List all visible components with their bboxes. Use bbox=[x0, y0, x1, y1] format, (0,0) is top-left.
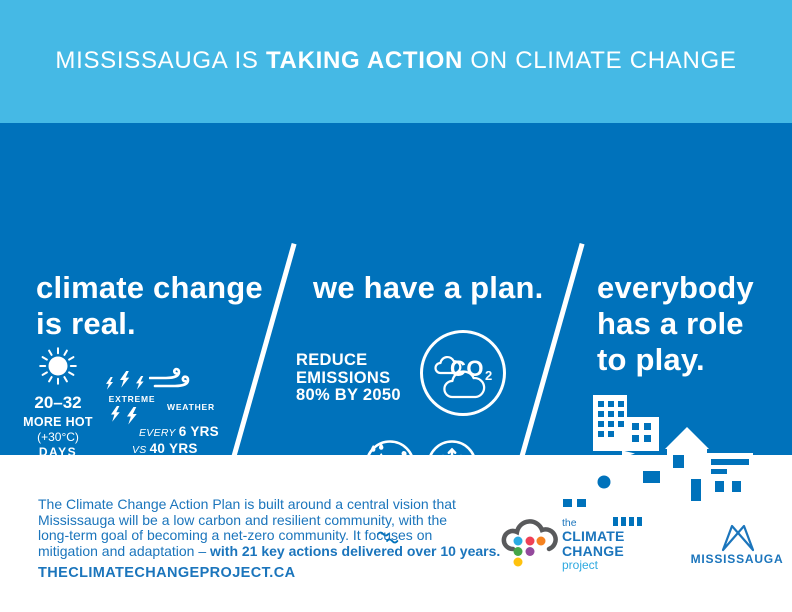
extreme-frequency-now: EVERY 6 YRS bbox=[139, 423, 219, 441]
ccp-change: CHANGE bbox=[562, 542, 624, 559]
website-url: THECLIMATECHANGEPROJECT.CA bbox=[38, 565, 296, 581]
banner-title-suffix: ON CLIMATE CHANGE bbox=[463, 47, 737, 74]
reduce-line2: EMISSIONS bbox=[296, 368, 391, 387]
paragraph-line2: Mississauga will be a low carbon and res… bbox=[38, 511, 448, 528]
rain-amount: 70mm bbox=[29, 493, 83, 513]
reduce-line3: 80% BY 2050 bbox=[296, 386, 401, 404]
hot-days-label1: MORE HOT bbox=[23, 415, 93, 429]
vs-value: 40 YRS bbox=[149, 441, 198, 456]
dot-red bbox=[525, 536, 535, 546]
paragraph-line4-regular: mitigation and adaptation – bbox=[38, 542, 211, 559]
weather-label: WEATHER bbox=[167, 402, 215, 412]
dot-blue bbox=[513, 536, 523, 546]
vs-label: VS bbox=[132, 444, 147, 456]
paragraph-line4: mitigation and adaptation – with 21 key … bbox=[38, 542, 501, 560]
heading-role-line3: to play. bbox=[597, 342, 705, 377]
lightning-bolts-small-icon bbox=[111, 406, 137, 425]
build-line2: RESILIENCE bbox=[296, 476, 384, 492]
years-unit: YRS bbox=[167, 528, 192, 540]
co2-text: CO bbox=[450, 356, 484, 381]
paragraph-line4-bold: with 21 key actions delivered over 10 ye… bbox=[210, 542, 501, 559]
extreme-label: EXTREME bbox=[108, 394, 156, 404]
every-label: EVERY bbox=[139, 427, 176, 439]
dot-orange bbox=[536, 536, 546, 546]
dot-purple bbox=[525, 547, 535, 556]
banner-title: MISSISSAUGA IS TAKING ACTION ON CLIMATE … bbox=[0, 47, 792, 75]
city-skyline-icon bbox=[555, 395, 753, 537]
paragraph-line3: long-term goal of becoming a net-zero co… bbox=[38, 527, 433, 544]
wind-swirl-icon bbox=[149, 367, 190, 388]
rain-label1: MORE bbox=[32, 515, 80, 532]
thermometer-icon bbox=[114, 479, 133, 537]
rain-cloud-icon bbox=[40, 455, 70, 488]
hot-days-label3: DAYS bbox=[38, 445, 78, 459]
build-line3: TO CLIMATE bbox=[296, 492, 384, 508]
heading-plan-line: we have a plan. bbox=[313, 270, 544, 305]
snowflake-circle-icon bbox=[427, 440, 477, 490]
heading-climate-real-line1: climate change bbox=[36, 270, 263, 305]
extreme-frequency-past: VS 40 YRS bbox=[132, 440, 198, 458]
every-value: 6 YRS bbox=[178, 424, 219, 439]
temperature-years: 60 YRS bbox=[141, 520, 203, 543]
co2-emissions-icon bbox=[420, 330, 506, 416]
stat-rain: 70mm MORE RAIN/YEAR bbox=[14, 454, 98, 545]
paragraph-line1: The Climate Change Action Plan is built … bbox=[38, 496, 456, 512]
hot-days-label2: (+30°C) bbox=[37, 430, 79, 444]
top-banner: MISSISSAUGA IS TAKING ACTION ON CLIMATE … bbox=[0, 0, 792, 123]
dot-green bbox=[513, 547, 523, 556]
co2-label: CO2 bbox=[450, 356, 493, 383]
stat-temperature: +1°C OVER LAST 60 YRS bbox=[141, 478, 203, 543]
temperature-label: OVER LAST bbox=[141, 508, 204, 519]
reduce-line1: REDUCE bbox=[296, 351, 368, 369]
climate-project-wordmark: the CLIMATE CHANGE project bbox=[562, 518, 625, 572]
rain-label2: RAIN/YEAR bbox=[23, 533, 89, 545]
lightning-bolts-icon bbox=[106, 371, 144, 390]
storm-wind-circle-icon bbox=[365, 440, 415, 490]
mississauga-wordmark: MISSISSAUGA bbox=[690, 552, 784, 566]
climate-project-cloud-logo bbox=[501, 519, 558, 567]
hot-days-range: 20–32 bbox=[34, 393, 82, 412]
heading-plan: we have a plan. bbox=[313, 270, 543, 306]
footer-paragraph: The Climate Change Action Plan is built … bbox=[38, 496, 501, 560]
heading-role-line2: has a role bbox=[597, 306, 744, 341]
climate-events-icons bbox=[365, 440, 477, 552]
dot-yellow bbox=[513, 557, 523, 567]
build-line4: EVENTS bbox=[296, 508, 354, 524]
heading-climate-real-line2: is real. bbox=[36, 306, 136, 341]
temperature-value: +1°C bbox=[141, 478, 196, 504]
banner-title-prefix: MISSISSAUGA IS bbox=[55, 47, 266, 74]
heat-circle-icon bbox=[426, 502, 476, 552]
ccp-climate: CLIMATE bbox=[562, 528, 625, 544]
stat-hot-days: 20–32 MORE HOT (+30°C) DAYS bbox=[16, 347, 100, 459]
years-value: 60 bbox=[141, 520, 164, 542]
reduce-emissions-text: REDUCE EMISSIONS 80% BY 2050 bbox=[296, 351, 401, 405]
ccp-the: the bbox=[562, 517, 577, 529]
build-resilience-text: BUILD RESILIENCE TO CLIMATE EVENTS bbox=[296, 460, 383, 524]
mississauga-m-logo bbox=[721, 524, 755, 552]
ccp-project: project bbox=[562, 558, 599, 572]
main-panel: climate change is real. 20–32 MORE HOT (… bbox=[0, 123, 792, 582]
sun-icon bbox=[39, 347, 77, 385]
heading-climate-real: climate change is real. bbox=[36, 270, 263, 342]
heading-role: everybody has a role to play. bbox=[597, 270, 754, 378]
flood-circle-icon bbox=[366, 501, 416, 552]
build-line1: BUILD bbox=[296, 460, 341, 476]
co2-subscript: 2 bbox=[485, 368, 493, 383]
heading-role-line1: everybody bbox=[597, 270, 754, 305]
banner-title-bold: TAKING ACTION bbox=[265, 47, 464, 74]
